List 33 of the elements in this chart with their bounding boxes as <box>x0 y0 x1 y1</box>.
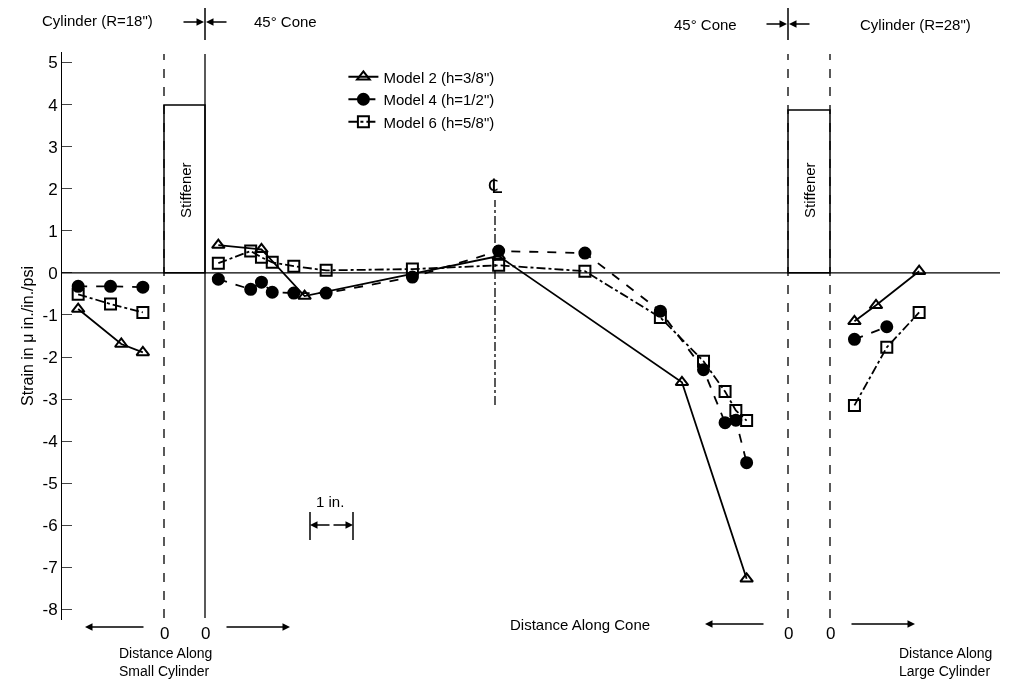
y-tick-label: 2 <box>48 179 58 199</box>
y-tick-label: 1 <box>48 221 58 241</box>
y-tick-label: 4 <box>48 95 58 115</box>
y-tick-label: -6 <box>42 516 58 536</box>
annotation: Stiffener <box>177 162 194 218</box>
text: Distance Along Large Cylinder <box>899 645 993 680</box>
text: Cylinder (R=28") <box>860 16 971 33</box>
text: 0 <box>784 624 794 643</box>
text: Distance Along Small Cylinder <box>119 645 213 680</box>
legend-label: Model 6 (h=5/8") <box>383 113 495 131</box>
text: 0 <box>160 624 170 643</box>
annotation: Stiffener <box>801 162 818 218</box>
annotation: 1 in. <box>316 493 345 510</box>
y-tick-label: 3 <box>48 137 58 157</box>
y-tick-label: 0 <box>48 263 58 283</box>
legend-label: Model 4 (h=1/2") <box>383 91 495 109</box>
y-tick-label: -5 <box>42 474 58 494</box>
text: 45° Cone <box>674 16 737 33</box>
y-tick-label: -1 <box>42 305 58 325</box>
y-tick-label: -7 <box>42 558 58 578</box>
text: 45° Cone <box>254 13 317 30</box>
text: 0 <box>201 624 211 643</box>
text: Cylinder (R=18") <box>42 12 153 29</box>
legend-label: Model 2 (h=3/8") <box>383 68 495 86</box>
annotation: ℄ <box>488 175 502 197</box>
y-tick-label: -4 <box>42 432 58 452</box>
y-tick-label: 5 <box>48 53 58 73</box>
annotation: Distance Along Cone <box>510 616 651 633</box>
y-tick-label: -8 <box>42 600 58 620</box>
text: 0 <box>826 624 836 643</box>
y-tick-label: -2 <box>42 347 58 367</box>
y-tick-label: -3 <box>42 390 58 410</box>
y-axis-title: Strain in μ in./in./psi <box>19 266 37 406</box>
